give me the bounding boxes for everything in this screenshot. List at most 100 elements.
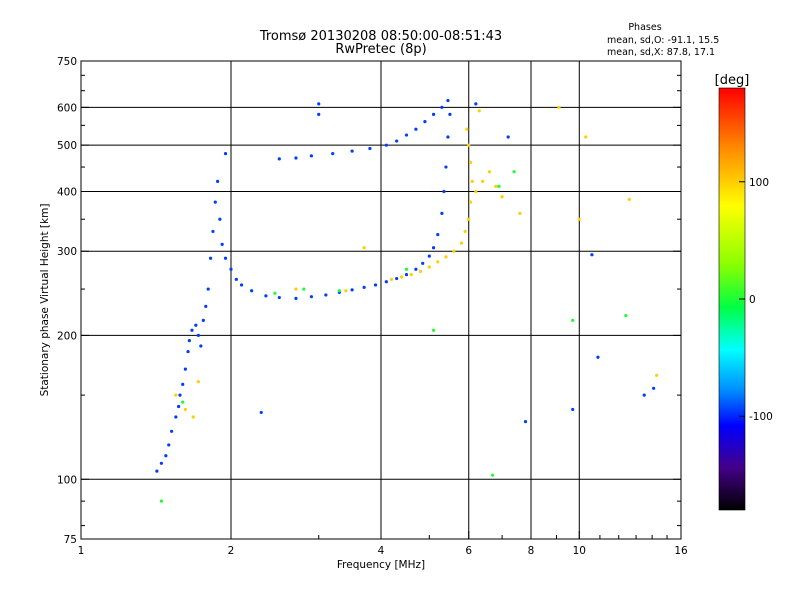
data-point-x — [500, 195, 504, 199]
data-point-o — [590, 253, 594, 257]
data-point-x — [436, 260, 440, 264]
data-point-o — [373, 283, 378, 287]
data-point-o — [446, 98, 450, 103]
data-point-o — [216, 179, 220, 183]
data-point-o — [421, 261, 425, 265]
data-point-o — [218, 217, 222, 221]
data-point-o — [596, 355, 600, 359]
y-tick-label: 750 — [57, 56, 77, 68]
data-point-o — [213, 200, 217, 204]
data-point-o — [440, 211, 444, 215]
data-point-o — [440, 105, 444, 109]
x-tick-label: 10 — [573, 545, 586, 557]
data-point-o — [259, 410, 263, 415]
y-tick-label: 75 — [64, 534, 77, 546]
data-point-o — [642, 393, 646, 397]
data-point-o — [174, 415, 178, 419]
data-point-mixed — [624, 314, 628, 318]
data-point-x — [584, 135, 588, 139]
data-point-o — [427, 254, 431, 258]
data-point-x — [518, 211, 522, 215]
data-point-o — [294, 296, 298, 301]
data-point-mixed — [497, 184, 501, 188]
data-point-mixed — [273, 291, 277, 295]
data-point-o — [229, 267, 233, 271]
data-point-o — [177, 404, 181, 409]
data-point-o — [446, 135, 450, 139]
data-point-o — [167, 443, 171, 447]
data-point-x — [465, 127, 469, 131]
data-point-o — [317, 102, 321, 106]
data-point-o — [277, 157, 281, 161]
data-point-o — [196, 333, 200, 337]
x-tick-label: 1 — [78, 545, 85, 557]
data-point-o — [250, 289, 254, 293]
data-point-o — [523, 420, 528, 424]
data-point-o — [652, 386, 656, 390]
data-point-o — [220, 242, 224, 247]
data-point-mixed — [491, 473, 495, 477]
data-point-o — [444, 165, 448, 169]
data-point-x — [577, 217, 581, 221]
data-point-x — [400, 275, 404, 279]
data-point-o — [164, 454, 168, 458]
x-axis-label: Frequency [MHz] — [337, 559, 425, 571]
data-point-x — [477, 109, 481, 113]
data-point-o — [506, 135, 510, 139]
data-point-x — [459, 241, 464, 245]
data-point-o — [187, 339, 191, 343]
data-point-x — [494, 184, 498, 188]
data-point-x — [467, 143, 471, 147]
data-point-o — [178, 393, 182, 397]
y-tick-label: 300 — [57, 246, 77, 258]
data-point-x — [294, 287, 298, 291]
data-point-x — [409, 273, 413, 277]
y-axis-label: Stationary phase Virtual Height [km] — [39, 204, 51, 397]
data-point-o — [186, 349, 190, 354]
data-point-x — [183, 407, 187, 412]
data-point-x — [344, 289, 348, 293]
data-point-o — [368, 146, 372, 151]
data-point-o — [155, 469, 159, 473]
data-point-o — [350, 288, 354, 292]
data-point-x — [481, 179, 485, 183]
data-point-o — [442, 189, 446, 194]
data-point-mixed — [431, 328, 436, 332]
data-point-o — [423, 120, 427, 124]
data-point-x — [174, 393, 178, 397]
data-point-o — [448, 112, 452, 116]
y-tick-label: 500 — [57, 140, 77, 152]
data-point-mixed — [512, 170, 516, 174]
y-tick-label: 200 — [57, 330, 77, 342]
data-point-x — [444, 255, 448, 259]
phase-stats: Phases mean, sd,O: -91.1, 15.5 mean, sd,… — [607, 22, 719, 58]
data-point-o — [223, 256, 228, 260]
data-point-o — [208, 256, 213, 260]
data-point-o — [404, 133, 409, 137]
data-point-x — [418, 269, 423, 274]
data-point-x — [557, 105, 561, 109]
data-point-o — [395, 276, 399, 281]
data-point-o — [384, 280, 388, 284]
data-point-o — [350, 149, 354, 153]
y-tick-label: 400 — [57, 186, 77, 198]
data-point-o — [204, 304, 208, 308]
data-point-o — [317, 112, 321, 116]
data-point-o — [294, 156, 298, 160]
data-point-o — [362, 285, 366, 290]
data-point-o — [309, 154, 314, 158]
data-point-o — [277, 295, 281, 300]
data-point-x — [468, 200, 473, 204]
plot-grid — [81, 61, 681, 539]
colorbar-tick-label: 100 — [749, 177, 769, 189]
data-point-o — [199, 344, 203, 348]
x-tick-label: 8 — [528, 545, 535, 557]
data-point-o — [234, 277, 238, 281]
stats-line-x: mean, sd,X: 87.8, 17.1 — [607, 47, 715, 58]
colorbar-tick-label: 0 — [749, 294, 756, 306]
data-point-o — [309, 295, 314, 299]
data-point-o — [431, 112, 436, 116]
data-point-x — [474, 189, 478, 194]
colorbar: [deg] 100 0 -100 — [715, 73, 773, 511]
